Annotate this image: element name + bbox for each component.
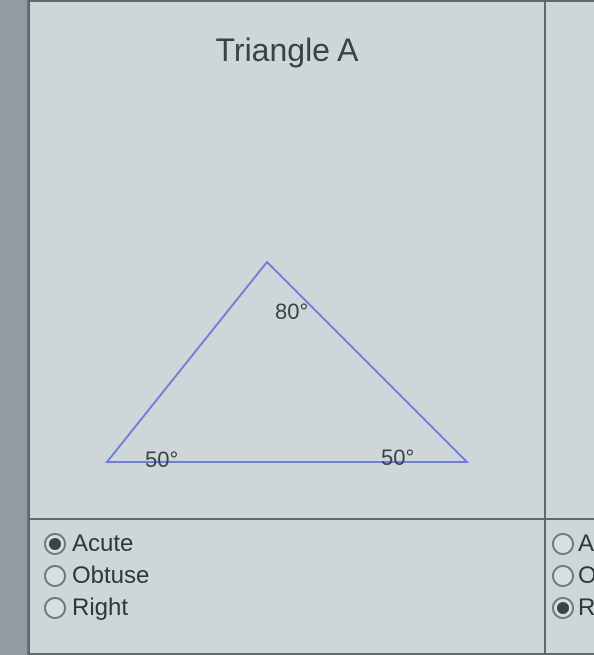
radio-adjacent-a[interactable] xyxy=(552,533,574,555)
triangle-svg xyxy=(97,247,477,477)
adjacent-option-r[interactable]: R xyxy=(552,594,594,622)
radio-adjacent-r[interactable] xyxy=(552,597,574,619)
triangle-title: Triangle A xyxy=(30,32,544,69)
option-label: Right xyxy=(72,594,128,622)
option-label: Acute xyxy=(72,530,133,558)
options-cell: Acute Obtuse Right xyxy=(28,518,546,655)
option-label: A xyxy=(578,530,594,558)
left-margin xyxy=(0,0,28,655)
main-column: Triangle A 80° 50° 50° Acute Obtuse xyxy=(28,0,546,655)
triangle-shape xyxy=(107,262,467,462)
angle-right-label: 50° xyxy=(381,445,414,471)
option-label: O xyxy=(578,562,594,590)
figure-cell: Triangle A 80° 50° 50° xyxy=(28,0,546,518)
option-label: R xyxy=(578,594,594,622)
triangle-diagram: 80° 50° 50° xyxy=(97,247,477,477)
angle-top-label: 80° xyxy=(275,299,308,325)
adjacent-options-cell: A O R xyxy=(546,518,594,655)
adjacent-option-o[interactable]: O xyxy=(552,562,594,590)
adjacent-column: A O R xyxy=(546,0,594,655)
option-right[interactable]: Right xyxy=(44,594,530,622)
adjacent-figure-cell xyxy=(546,0,594,518)
angle-left-label: 50° xyxy=(145,447,178,473)
adjacent-option-a[interactable]: A xyxy=(552,530,594,558)
radio-adjacent-o[interactable] xyxy=(552,565,574,587)
radio-obtuse[interactable] xyxy=(44,565,66,587)
radio-right[interactable] xyxy=(44,597,66,619)
worksheet: Triangle A 80° 50° 50° Acute Obtuse xyxy=(0,0,594,655)
option-acute[interactable]: Acute xyxy=(44,530,530,558)
option-obtuse[interactable]: Obtuse xyxy=(44,562,530,590)
radio-acute[interactable] xyxy=(44,533,66,555)
option-label: Obtuse xyxy=(72,562,149,590)
